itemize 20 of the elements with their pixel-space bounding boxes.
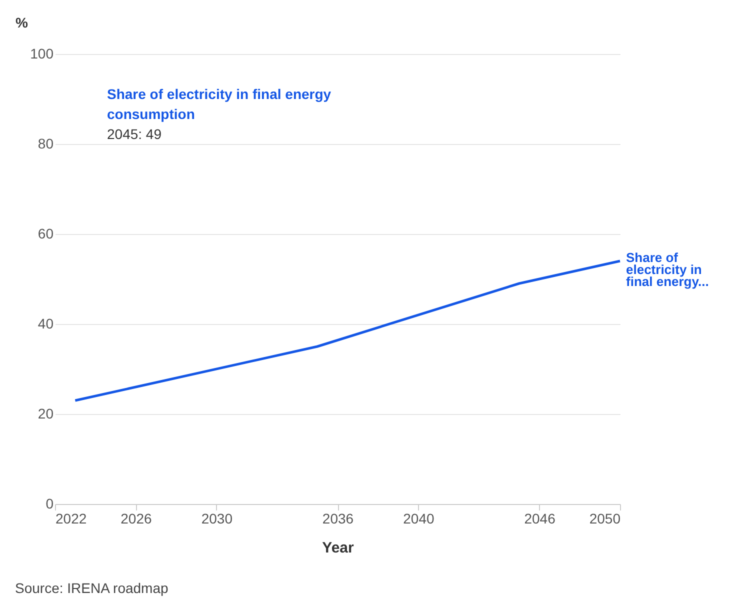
y-tick-label: 80 bbox=[38, 136, 54, 152]
y-tick-label: 20 bbox=[38, 406, 54, 422]
x-tick-label: 2022 bbox=[56, 510, 87, 526]
x-tick-label: 2030 bbox=[201, 510, 233, 526]
x-tick-label: 2026 bbox=[120, 510, 152, 526]
x-tick-label: 2046 bbox=[524, 510, 556, 526]
x-axis-title: Year bbox=[322, 540, 354, 556]
annotation: 2045: 49 bbox=[107, 126, 162, 142]
annotation: Share of electricity in final energy consumption bbox=[107, 86, 332, 122]
y-tick-label: 40 bbox=[38, 316, 54, 332]
y-tick-label: 100 bbox=[30, 46, 54, 62]
y-axis-title: % bbox=[16, 14, 28, 30]
x-tick-label: 2040 bbox=[403, 510, 434, 526]
series-label: Share of electricity in final energy... bbox=[626, 250, 709, 289]
source-note: Source: IRENA roadmap bbox=[15, 580, 169, 596]
y-tick-label: 60 bbox=[38, 226, 54, 242]
x-tick-label: 2036 bbox=[322, 510, 354, 526]
x-tick-label: 2050 bbox=[589, 510, 621, 526]
y-tick-label: 0 bbox=[46, 496, 54, 512]
line-series bbox=[74, 260, 622, 402]
